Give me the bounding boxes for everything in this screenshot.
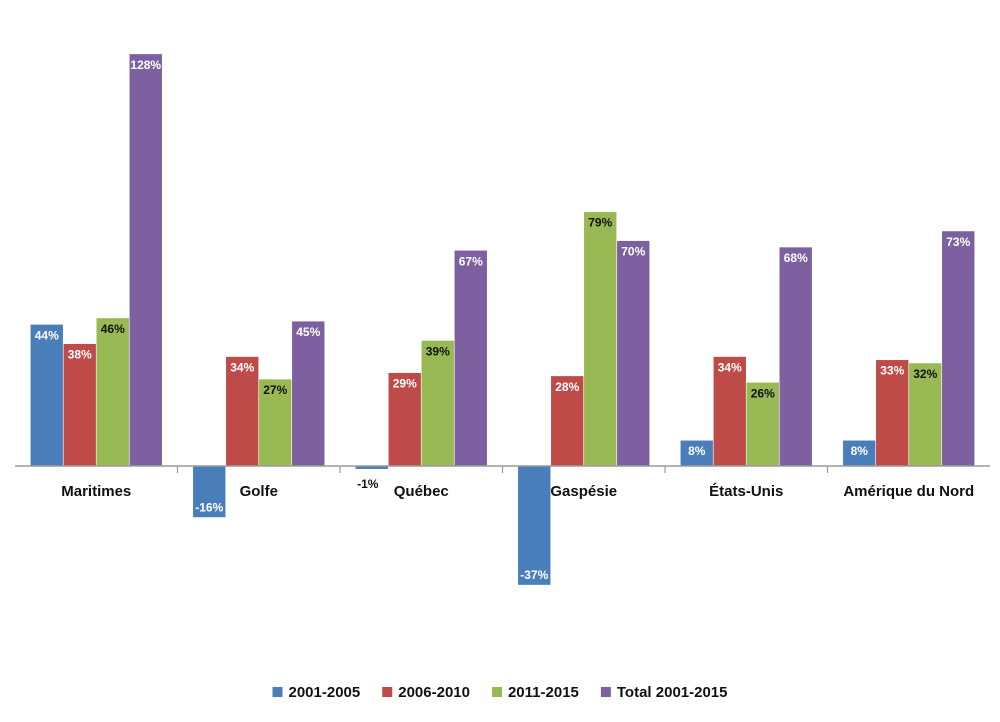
data-label-quebec-total-2001-2015: 67%: [459, 254, 483, 268]
legend-swatch-2006-2010: [382, 687, 393, 697]
category-label-golfe: Golfe: [240, 483, 278, 500]
data-label-amerique-du-nord-2001-2005: 8%: [851, 444, 869, 458]
legend-item-total-2001-2015: Total 2001-2015: [600, 684, 728, 701]
bar-quebec-total-2001-2015: [453, 249, 488, 467]
bar-golfe-2001-2005: [192, 465, 227, 518]
legend-swatch-total-2001-2015: [600, 687, 611, 697]
data-label-gaspesie-2001-2005: -37%: [520, 568, 548, 582]
bar-etats-unis-2006-2010: [712, 356, 747, 467]
data-label-amerique-du-nord-2006-2010: 33%: [880, 364, 904, 378]
data-label-maritimes-2011-2015: 46%: [101, 322, 125, 336]
legend-swatch-2001-2005: [272, 687, 283, 697]
data-label-amerique-du-nord-total-2001-2015: 73%: [946, 235, 970, 249]
category-label-gaspesie: Gaspésie: [550, 483, 617, 500]
bar-gaspesie-2011-2015: [583, 211, 618, 467]
data-labels-layer: 44% 38% 46% 128% -16% 34% 27% 45% -1% 29% 39% 67% -3…: [35, 58, 971, 582]
legend-item-2011-2015: 2011-2015: [491, 684, 579, 701]
bar-maritimes-total-2001-2015: [128, 53, 163, 467]
bar-maritimes-2001-2005: [29, 324, 64, 467]
legend: 2001-2005 2006-2010 2011-2015 Total 2001-20…: [272, 684, 728, 701]
data-label-amerique-du-nord-2011-2015: 32%: [913, 367, 937, 381]
bar-maritimes-2006-2010: [62, 343, 97, 467]
data-label-etats-unis-2001-2005: 8%: [688, 444, 706, 458]
data-label-gaspesie-total-2001-2015: 70%: [621, 245, 645, 259]
bar-gaspesie-total-2001-2015: [616, 240, 651, 467]
category-labels: Maritimes Golfe Québec Gaspésie États-Unis Am…: [61, 483, 974, 500]
bar-quebec-2011-2015: [420, 340, 455, 467]
bar-amerique-du-nord-total-2001-2015: [941, 230, 976, 467]
legend-label-total-2001-2015: Total 2001-2015: [617, 684, 728, 701]
data-label-gaspesie-2011-2015: 79%: [588, 216, 612, 230]
data-label-maritimes-2001-2005: 44%: [35, 328, 59, 342]
bar-maritimes-2011-2015: [95, 317, 130, 467]
bar-etats-unis-2001-2005: [679, 439, 714, 467]
legend-label-2001-2005: 2001-2005: [289, 684, 361, 701]
legend-label-2011-2015: 2011-2015: [508, 684, 579, 701]
category-label-amerique-du-nord: Amérique du Nord: [843, 483, 974, 500]
data-label-etats-unis-total-2001-2015: 68%: [784, 251, 808, 265]
data-label-etats-unis-2006-2010: 34%: [718, 361, 742, 375]
bar-gaspesie-2006-2010: [550, 375, 585, 467]
legend-swatch-2011-2015: [491, 687, 502, 697]
legend-item-2006-2010: 2006-2010: [382, 684, 470, 701]
category-label-etats-unis: États-Unis: [709, 483, 783, 500]
legend-label-2006-2010: 2006-2010: [398, 684, 470, 701]
data-label-golfe-2006-2010: 34%: [230, 361, 254, 375]
data-label-maritimes-total-2001-2015: 128%: [130, 58, 161, 72]
category-label-quebec: Québec: [394, 483, 449, 500]
bar-amerique-du-nord-2006-2010: [875, 359, 910, 467]
category-label-maritimes: Maritimes: [61, 483, 131, 500]
data-label-quebec-2006-2010: 29%: [393, 377, 417, 391]
bar-golfe-total-2001-2015: [291, 320, 326, 467]
data-label-quebec-2011-2015: 39%: [426, 344, 450, 358]
data-label-gaspesie-2006-2010: 28%: [555, 380, 579, 394]
bar-amerique-du-nord-2011-2015: [908, 362, 943, 467]
bar-golfe-2006-2010: [225, 356, 260, 467]
bar-etats-unis-2011-2015: [745, 381, 780, 467]
bar-golfe-2011-2015: [258, 378, 293, 467]
x-axis-ticks: [176, 466, 829, 473]
data-label-maritimes-2006-2010: 38%: [68, 348, 92, 362]
data-label-etats-unis-2011-2015: 26%: [751, 386, 775, 400]
data-label-quebec-2001-2005: -1%: [357, 477, 379, 491]
data-label-golfe-2001-2005: -16%: [195, 501, 223, 515]
bar-etats-unis-total-2001-2015: [778, 246, 813, 467]
data-label-golfe-total-2001-2015: 45%: [296, 325, 320, 339]
bars-layer: [29, 53, 976, 586]
data-label-golfe-2011-2015: 27%: [263, 383, 287, 397]
legend-item-2001-2005: 2001-2005: [272, 684, 361, 701]
